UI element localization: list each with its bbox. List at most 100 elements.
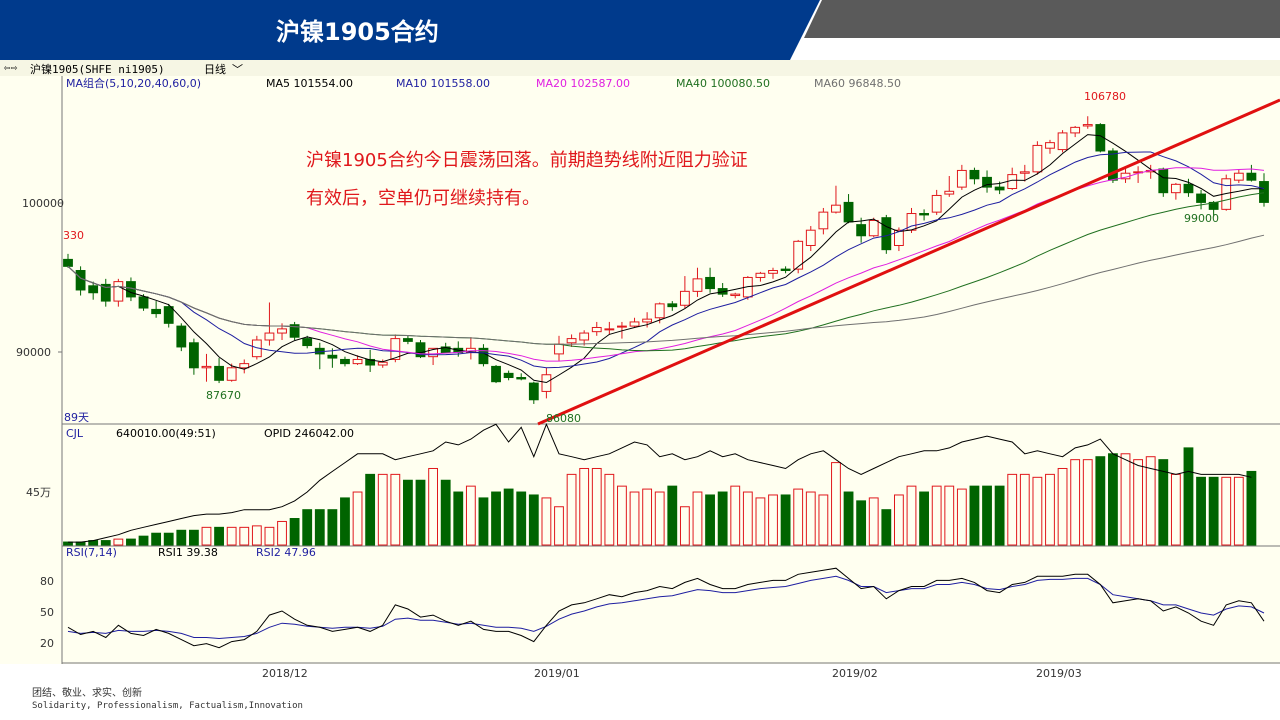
rsi-tick-50: 50	[40, 606, 54, 619]
volume-bar	[277, 520, 287, 546]
volume-bar	[956, 488, 967, 546]
ma60-line	[67, 234, 1265, 345]
candle	[75, 266, 86, 296]
candle	[201, 353, 212, 382]
ma-group-legend[interactable]: MA组合(5,10,20,40,60,0)	[66, 76, 201, 90]
volume-bar	[1082, 459, 1093, 546]
chart-area: MA组合(5,10,20,40,60,0) MA5 101554.00 MA10…	[0, 76, 1280, 664]
toolbar-arrows-icon[interactable]: ⇦⇨	[4, 61, 18, 74]
volume-bar	[188, 529, 199, 546]
candle-body	[75, 270, 86, 291]
candle-body	[176, 325, 187, 348]
candle-body	[1007, 174, 1018, 190]
candle-body	[617, 325, 627, 328]
candle-body	[264, 332, 275, 341]
candle-body	[302, 338, 313, 347]
recent-low-label-99000: 99000	[1184, 212, 1219, 225]
opid-value: OPID 246042.00	[264, 427, 354, 440]
candle	[264, 302, 275, 346]
volume-bar	[465, 485, 476, 546]
volume-bar	[604, 473, 615, 546]
volume-bar	[1108, 453, 1118, 546]
candle-body	[1082, 124, 1093, 127]
candle	[1246, 164, 1257, 182]
volume-bar	[214, 526, 224, 546]
candle	[1259, 173, 1269, 207]
candle-body	[692, 278, 703, 292]
kline-chart[interactable]: MA组合(5,10,20,40,60,0) MA5 101554.00 MA10…	[0, 76, 1280, 664]
candle-body	[1170, 183, 1181, 194]
candle-body	[528, 382, 539, 401]
candle	[566, 334, 577, 347]
candle	[176, 323, 187, 352]
volume-bar	[1032, 476, 1043, 546]
volume-bar	[1019, 473, 1030, 546]
candle-body	[1259, 181, 1269, 203]
volume-bar	[151, 532, 162, 546]
candle-body	[604, 328, 615, 331]
candle-body	[277, 328, 287, 334]
volume-bar	[1007, 473, 1018, 546]
volume-bar	[201, 526, 212, 546]
candle	[1233, 169, 1244, 183]
rsi1-line	[67, 567, 1265, 649]
open-interest-line	[68, 422, 1252, 543]
candle-body	[1070, 126, 1081, 134]
candle-body	[994, 186, 1005, 191]
volume-bar	[1196, 476, 1206, 546]
volume-bar	[340, 497, 350, 546]
candle-body	[642, 318, 653, 323]
candle	[931, 189, 942, 215]
volume-bar	[730, 485, 741, 546]
volume-bar	[931, 485, 942, 546]
header-gray-band	[804, 0, 1280, 38]
toolbar-symbol[interactable]: 沪镍1905(SHFE ni1905)	[30, 63, 165, 76]
candle	[226, 363, 237, 382]
candle-body	[579, 332, 590, 341]
volume-bar	[679, 506, 690, 546]
candle	[1045, 139, 1055, 154]
candle	[63, 253, 73, 268]
volume-bar	[705, 494, 715, 546]
volume-bar	[969, 485, 980, 546]
toolbar-period[interactable]: 日线	[204, 63, 226, 76]
candle	[428, 347, 439, 366]
volume-bar	[176, 529, 187, 546]
candle	[327, 348, 338, 368]
candle-body	[214, 365, 224, 381]
volume-bar	[1070, 459, 1081, 546]
volume-bar	[503, 488, 514, 546]
volume-bar	[491, 491, 501, 546]
candle	[730, 292, 741, 299]
candle	[1057, 130, 1068, 153]
candle	[377, 359, 388, 368]
volume-bar	[415, 479, 426, 546]
candle	[554, 335, 564, 361]
period-dropdown-icon[interactable]: ﹀	[232, 63, 243, 76]
candle-body	[566, 338, 577, 344]
candle-body	[1233, 172, 1244, 181]
volume-bar	[579, 467, 590, 546]
rsi-legend[interactable]: RSI(7,14)	[66, 546, 117, 559]
volume-bar	[528, 494, 539, 546]
candle-body	[705, 276, 715, 290]
candle-body	[868, 219, 879, 237]
price-tick-90000: 90000	[16, 346, 51, 359]
candle-body	[818, 211, 829, 230]
volume-bar	[881, 509, 892, 546]
candle	[491, 365, 501, 384]
candle-body	[226, 367, 237, 381]
ma-layer	[67, 134, 1265, 384]
volume-legend[interactable]: CJL	[66, 427, 84, 440]
volume-bar	[1208, 476, 1219, 546]
candle-body	[541, 374, 552, 392]
candle	[1158, 167, 1169, 197]
candle-body	[478, 347, 489, 365]
x-label-2019-01: 2019/01	[534, 667, 580, 680]
low-label-86080: 86080	[546, 412, 581, 425]
candle-body	[239, 363, 250, 369]
candle	[188, 338, 199, 375]
candle-body	[440, 346, 451, 354]
footer: 团结、敬业、求实、创新 Solidarity, Professionalism,…	[32, 684, 303, 711]
candle-body	[893, 229, 904, 246]
